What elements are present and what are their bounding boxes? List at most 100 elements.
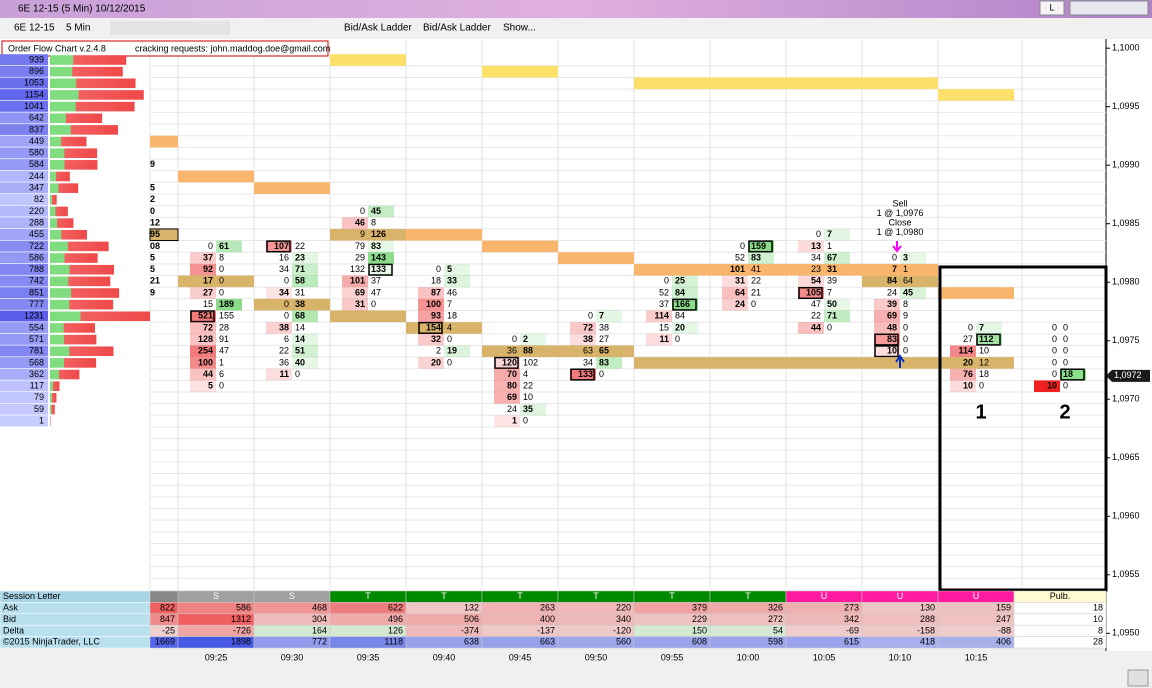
bid-volume: 15 [203, 299, 213, 309]
bid-volume: 0 [968, 322, 973, 332]
profile-volume: 584 [29, 159, 44, 169]
instrument-menu[interactable]: 6E 12-15 [14, 23, 55, 34]
ask-cell [1060, 368, 1086, 381]
price-label: 1,0980 [1112, 277, 1140, 287]
ask-cell [292, 357, 318, 369]
ask-volume: 41 [751, 264, 761, 274]
bid-volume: 20 [431, 357, 441, 367]
ask-volume: 9 [903, 311, 908, 321]
row-band [786, 263, 862, 276]
bid-cell [190, 333, 216, 346]
bid-cell [570, 333, 596, 346]
bid-cell [342, 275, 368, 288]
bid-volume: 23 [811, 264, 821, 274]
bid-volume: 101 [730, 264, 745, 274]
ask-cell [368, 263, 394, 276]
footer-label-cell [0, 602, 151, 615]
ask-cell [292, 263, 318, 276]
bid-volume: 0 [284, 311, 289, 321]
time-label: 09:35 [357, 652, 380, 662]
footer-value: 1669 [155, 637, 175, 647]
ask-cell [520, 403, 546, 416]
bid-volume: 34 [279, 264, 289, 274]
row-band [634, 77, 710, 90]
profile-cell [0, 54, 48, 66]
ladder-menu[interactable]: Bid/Ask Ladder [344, 23, 412, 34]
profile-bar [50, 288, 120, 298]
ask-volume: 18 [447, 311, 457, 321]
bid-volume: 6 [284, 334, 289, 344]
scrollbar[interactable] [0, 668, 1152, 688]
row-band [786, 357, 862, 369]
ask-volume: 2 [523, 334, 528, 344]
bid-cell [342, 298, 368, 311]
window-controls[interactable] [1069, 0, 1149, 16]
profile-cell [0, 392, 48, 404]
bid-volume: 0 [740, 241, 745, 251]
ask-volume: 0 [447, 357, 452, 367]
profile-cell [0, 298, 48, 310]
ask-cell [900, 252, 926, 264]
profile-volume: 220 [29, 206, 44, 216]
footer-value: 622 [388, 602, 403, 612]
bid-volume: 72 [583, 322, 593, 332]
ask-volume: 22 [295, 241, 305, 251]
bid-volume: 27 [203, 287, 213, 297]
ask-volume: 37 [371, 276, 381, 286]
show-menu[interactable]: Show... [503, 23, 536, 34]
window-button[interactable] [1039, 0, 1065, 16]
trade-annotation: Sell [892, 198, 907, 208]
row-band [862, 263, 938, 276]
profile-volume: 851 [29, 287, 44, 297]
ask-volume: 31 [295, 287, 305, 297]
profile-bar [50, 218, 74, 228]
tool-icons[interactable] [110, 21, 230, 35]
ask-volume: 38 [295, 299, 305, 309]
footer-value: 379 [692, 602, 707, 612]
bid-cell [494, 368, 520, 381]
bid-volume: 0 [1052, 334, 1057, 344]
footer-value: -374 [461, 625, 479, 635]
profile-volume: 117 [30, 381, 44, 391]
ask-volume: 47 [219, 346, 229, 356]
footer-value: 54 [773, 625, 783, 635]
scroll-thumb[interactable] [1127, 669, 1149, 687]
bid-volume: 47 [811, 299, 821, 309]
ask-volume: 22 [523, 381, 533, 391]
bid-volume: 44 [203, 369, 213, 379]
footer-value: -25 [162, 625, 175, 635]
row-band [254, 182, 330, 194]
ask-volume: 7 [979, 322, 984, 332]
ask-volume: 0 [1063, 381, 1068, 391]
ask-volume: 4 [447, 322, 452, 332]
ask-cell [900, 287, 926, 299]
ladder-menu[interactable]: Bid/Ask Ladder [423, 23, 491, 34]
ask-volume: 65 [599, 346, 609, 356]
bid-box [418, 321, 443, 334]
profile-volume: 939 [29, 54, 44, 64]
ask-volume: 64 [903, 276, 913, 286]
profile-bar [50, 311, 150, 322]
footer-value: 608 [692, 637, 707, 647]
ask-volume: 45 [903, 287, 913, 297]
ask-volume: 0 [903, 346, 908, 356]
interval-menu[interactable]: 5 Min [66, 23, 90, 34]
profile-cell [0, 380, 48, 392]
ask-volume: 23 [295, 252, 305, 262]
ask-volume: 0 [219, 264, 224, 274]
ask-volume: 21 [751, 287, 761, 297]
bid-volume: 36 [507, 346, 517, 356]
window-button-label[interactable]: L [1049, 2, 1054, 12]
bid-volume: 52 [659, 287, 669, 297]
ask-volume: 0 [675, 334, 680, 344]
footer-value: 1898 [231, 637, 251, 647]
trade-annotation: 1 @ 1,0980 [877, 227, 924, 237]
profile-bar [50, 323, 96, 333]
ask-volume: 0 [219, 287, 224, 297]
session-letter: Pulb. [1050, 591, 1071, 601]
ask-box [1060, 368, 1085, 381]
row-band [330, 310, 406, 323]
close-arrow [895, 354, 905, 368]
chart-name: Order Flow Chart v.2.4.8 [8, 43, 106, 53]
